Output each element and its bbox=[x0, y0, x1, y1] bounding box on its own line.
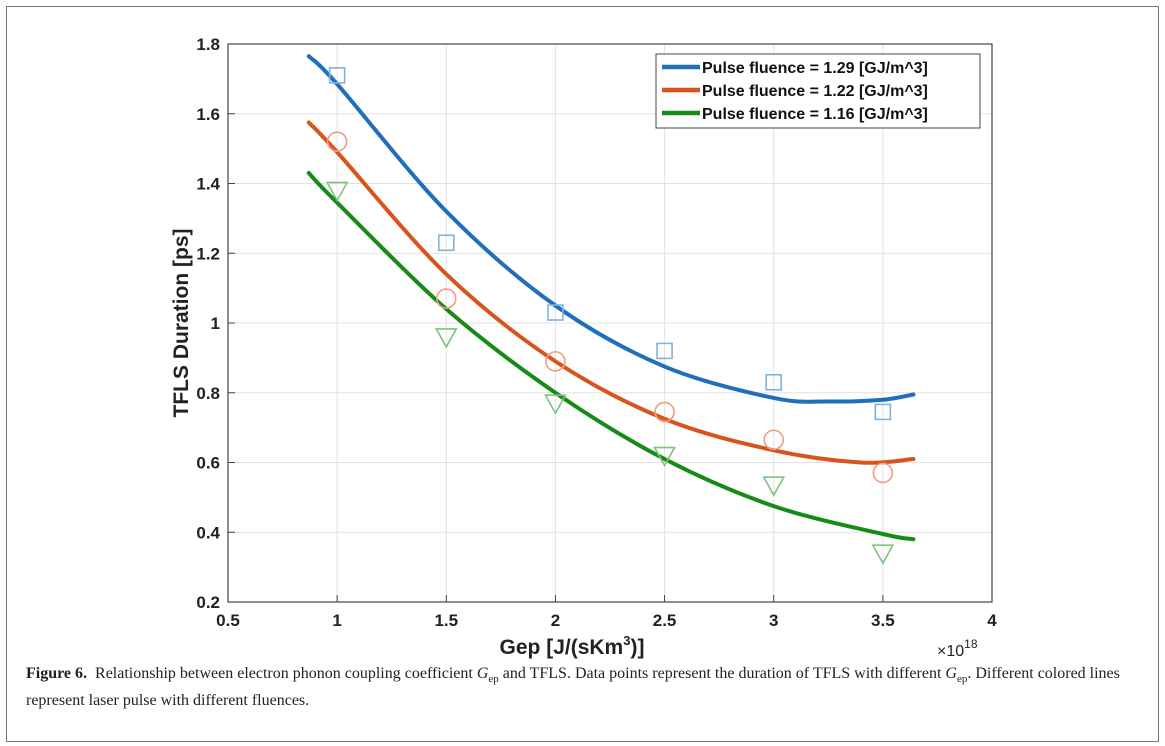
x-tick-label: 3.5 bbox=[871, 611, 895, 630]
y-tick-label: 1.4 bbox=[196, 175, 220, 194]
fit-line-series-3 bbox=[306, 171, 916, 542]
y-tick-label: 0.4 bbox=[196, 523, 220, 542]
caption-text-1: Relationship between electron phonon cou… bbox=[95, 665, 477, 682]
marker-circle bbox=[654, 401, 675, 423]
marker-circle bbox=[545, 351, 566, 372]
chart: 0.5 1 1.5 2 2.5 3 3.5 4 0.2 0.4 0.6 0.8 1 1.2 1.4 1.6 1.… bbox=[170, 35, 997, 660]
marker-circle bbox=[435, 288, 457, 309]
marker-square bbox=[874, 403, 892, 421]
y-tick-label: 0.2 bbox=[196, 593, 220, 612]
y-tick-label: 1 bbox=[211, 314, 220, 333]
x-tick-label: 4 bbox=[987, 611, 997, 630]
x-exponent-power: 18 bbox=[964, 637, 978, 651]
grid bbox=[227, 43, 993, 603]
caption-label: Figure 6. bbox=[26, 665, 88, 682]
legend-box bbox=[655, 53, 981, 129]
legend-label: Pulse fluence = 1.16 [GJ/m^3] bbox=[702, 106, 928, 123]
marker-triangle-down bbox=[325, 181, 349, 203]
caption-text-3: . Different colored lines represent lase… bbox=[26, 665, 1120, 710]
marker-triangle-down bbox=[434, 328, 458, 349]
caption-text-2: and TFLS. Data points represent the dura… bbox=[498, 665, 946, 682]
marker-square bbox=[547, 304, 564, 321]
marker-triangle-down bbox=[871, 544, 895, 565]
y-axis-label: TFLS Duration [ps] bbox=[170, 229, 193, 418]
marker-circle bbox=[872, 462, 894, 484]
fit-lines bbox=[306, 54, 916, 542]
legend: Pulse fluence = 1.29 [GJ/m^3] Pulse fluen… bbox=[655, 53, 981, 129]
figure-caption: Figure 6. Relationship between electron … bbox=[26, 663, 1136, 711]
x-exponent: ×1018 bbox=[937, 637, 978, 660]
fit-line-series-2 bbox=[306, 120, 916, 465]
y-tick-label: 0.8 bbox=[196, 384, 220, 403]
data-markers bbox=[325, 67, 895, 565]
x-tick-label: 1 bbox=[332, 611, 341, 630]
marker-square bbox=[765, 373, 783, 391]
x-tick-label: 1.5 bbox=[434, 611, 458, 630]
x-tick-label: 2.5 bbox=[653, 611, 677, 630]
marker-circle bbox=[326, 131, 348, 152]
x-axis-label-sup: 3 bbox=[623, 633, 630, 648]
marker-square bbox=[328, 67, 346, 84]
caption-symbol-1: G bbox=[476, 665, 489, 682]
x-tick-label: 0.5 bbox=[216, 611, 240, 630]
y-tick-label: 1.6 bbox=[196, 105, 220, 124]
ticks: 0.5 1 1.5 2 2.5 3 3.5 4 0.2 0.4 0.6 0.8 1 1.2 1.4 1.6 1.… bbox=[196, 35, 997, 630]
legend-label: Pulse fluence = 1.22 [GJ/m^3] bbox=[702, 83, 928, 100]
caption-symbol-2: G bbox=[945, 665, 957, 682]
marker-triangle-down bbox=[653, 446, 676, 468]
marker-square bbox=[656, 342, 673, 360]
fit-line-series-1 bbox=[306, 54, 916, 404]
marker-circle bbox=[763, 429, 785, 451]
marker-triangle-down bbox=[762, 476, 786, 497]
y-tick-label: 1.8 bbox=[196, 35, 220, 54]
marker-triangle-down bbox=[544, 394, 567, 415]
caption-symbol-sub-1: ep bbox=[488, 673, 499, 686]
x-tick-label: 2 bbox=[551, 611, 560, 630]
y-tick-label: 1.2 bbox=[196, 244, 220, 263]
x-axis-label-end: )] bbox=[630, 636, 644, 659]
caption-symbol-sub-2: ep bbox=[956, 673, 968, 686]
x-tick-label: 3 bbox=[769, 611, 778, 630]
legend-label: Pulse fluence = 1.29 [GJ/m^3] bbox=[702, 60, 928, 77]
y-tick-label: 0.6 bbox=[196, 454, 220, 473]
x-axis-label: Gep [J/(sKm3)] bbox=[500, 633, 645, 659]
marker-square bbox=[437, 234, 455, 252]
